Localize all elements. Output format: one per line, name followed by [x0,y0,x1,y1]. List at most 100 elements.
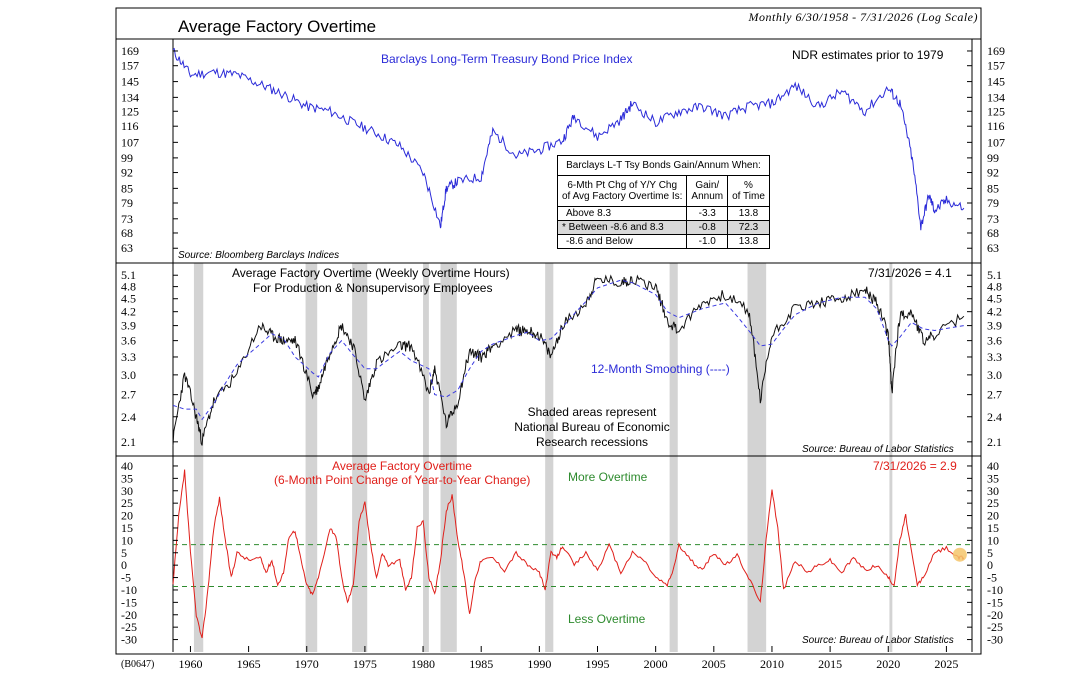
more-overtime-label: More Overtime [568,470,648,484]
x-tick-label: 1975 [353,657,377,671]
y-tick-label-left: 4.2 [121,305,136,319]
y-tick-label-left: 3.6 [121,334,136,348]
y-tick-label-left: 99 [121,151,133,165]
y-tick-label-left: 30 [121,484,133,498]
chart-subtitle: Monthly 6/30/1958 - 7/31/2026 (Log Scale… [748,10,978,24]
y-tick-label-left: 10 [121,533,133,547]
stats-row: Above 8.3 -3.3 13.8 [556,206,770,221]
stats-table-title-row: Barclays L-T Tsy Bonds Gain/Annum When: [557,155,770,176]
stats-header-condition-line1: 6-Mth Pt Chg of Y/Y Chg [567,180,678,191]
x-tick-label: 1965 [237,657,261,671]
change-title-line2: (6-Month Point Change of Year-to-Year Ch… [274,473,531,487]
y-tick-label-left: 35 [121,471,133,485]
stats-table-title: Barclays L-T Tsy Bonds Gain/Annum When: [557,155,770,176]
y-tick-label-right: 4.8 [987,280,1002,294]
y-tick-label-right: 63 [987,241,999,255]
stats-header-condition: 6-Mth Pt Chg of Y/Y Chg of Avg Factory O… [556,175,688,207]
y-tick-label-right: 157 [987,59,1005,73]
stats-header-gain: Gain/ Annum [686,175,729,207]
y-tick-label-right: 68 [987,226,999,240]
chart-code: (B0647) [121,659,155,670]
stats-header-gain-line2: Annum [691,191,724,202]
y-tick-label-right: 2.1 [987,435,1002,449]
y-tick-label-left: 20 [121,509,133,523]
x-tick-label: 2000 [644,657,668,671]
recession-note-1: Shaded areas represent [527,405,657,419]
y-tick-label-right: 20 [987,509,999,523]
x-tick-label: 1985 [469,657,493,671]
middle-source: Source: Bureau of Labor Statistics [802,444,954,455]
y-tick-label-right: 3.3 [987,350,1002,364]
y-tick-label-right: 2.4 [987,410,1002,424]
y-tick-label-right: 5 [987,546,993,560]
y-tick-label-left: 2.7 [121,388,136,402]
recession-band [889,263,893,652]
outer-border [115,7,982,655]
overtime-title-line1: Average Factory Overtime (Weekly Overtim… [232,266,510,280]
x-tick-label: 1970 [295,657,319,671]
stats-row-label: -8.6 and Below [556,234,688,249]
y-tick-label-left: 3.3 [121,350,136,364]
y-tick-label-left: -20 [121,608,137,622]
stats-header-gain-line1: Gain/ [695,180,720,191]
y-tick-label-right: 116 [987,119,1005,133]
y-tick-label-left: -25 [121,620,137,634]
y-tick-label-right: 169 [987,44,1005,58]
overtime-line [172,274,965,447]
stats-header-pct-line1: % [744,180,753,191]
y-tick-label-left: -15 [121,595,137,609]
y-tick-label-left: 125 [121,104,139,118]
y-tick-label-right: 25 [987,496,999,510]
y-tick-label-right: -15 [987,595,1003,609]
y-tick-label-right: -30 [987,633,1003,647]
stats-row-pct: 13.8 [727,206,770,221]
y-tick-label-right: 107 [987,135,1005,149]
y-tick-label-right: 3.9 [987,319,1002,333]
y-tick-label-right: 92 [987,166,999,180]
y-tick-label-left: 169 [121,44,139,58]
bottom-source: Source: Bureau of Labor Statistics [802,635,954,646]
y-tick-label-left: 85 [121,181,133,195]
chart-title: Average Factory Overtime [178,17,377,36]
stats-header-condition-line2: of Avg Factory Overtime Is: [562,191,683,202]
y-tick-label-left: 5.1 [121,268,136,282]
threshold-lines [173,544,972,587]
y-tick-label-right: 40 [987,459,999,473]
stats-header-pct: % of Time [727,175,770,207]
top-source: Source: Bloomberg Barclays Indices [178,250,340,261]
y-tick-label-left: 79 [121,196,133,210]
stats-row: -8.6 and Below -1.0 13.8 [556,234,770,249]
y-tick-label-right: 99 [987,151,999,165]
y-tick-label-left: 15 [121,521,133,535]
recession-band [352,263,368,652]
y-tick-label-left: -5 [121,571,131,585]
y-tick-label-left: 4.8 [121,280,136,294]
stats-row-label: * Between -8.6 and 8.3 [556,220,688,235]
y-tick-label-right: 125 [987,104,1005,118]
stats-row-gain: -3.3 [686,206,729,221]
y-tick-label-right: 5.1 [987,268,1002,282]
y-tick-label-left: 134 [121,90,139,104]
y-tick-label-right: -5 [987,571,997,585]
stats-row-gain: -0.8 [686,220,729,235]
x-tick-label: 2025 [934,657,958,671]
y-tick-label-left: 3.9 [121,319,136,333]
overtime-latest: 7/31/2026 = 4.1 [868,266,952,280]
stats-row-pct: 72.3 [727,220,770,235]
y-tick-label-left: 5 [121,546,127,560]
recession-band [747,263,767,652]
x-tick-label: 2020 [876,657,900,671]
y-tick-label-right: 85 [987,181,999,195]
y-tick-label-left: 68 [121,226,133,240]
recession-note-3: Research recessions [535,435,649,449]
stats-table: Barclays L-T Tsy Bonds Gain/Annum When: … [556,155,770,249]
change-latest: 7/31/2026 = 2.9 [873,459,957,473]
x-tick-label: 1980 [411,657,435,671]
y-tick-label-left: 40 [121,459,133,473]
chart-frame [115,7,982,655]
recession-band [193,263,204,652]
y-tick-label-right: 145 [987,75,1005,89]
overtime-title-line2: For Production & Nonsupervisory Employee… [253,281,493,295]
y-tick-label-right: -25 [987,620,1003,634]
y-tick-label-right: -20 [987,608,1003,622]
